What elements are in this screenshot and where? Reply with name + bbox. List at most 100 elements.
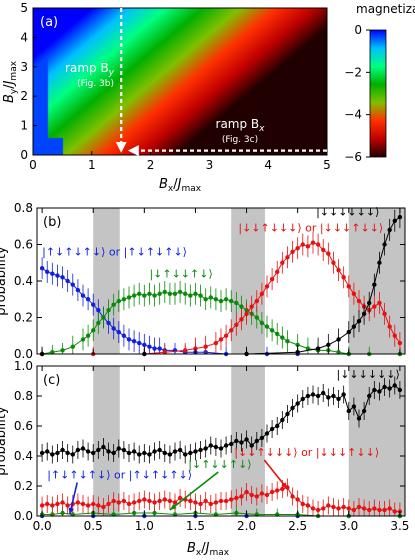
heatmap-xlabel: Bx/Jmax <box>159 177 202 194</box>
heatmap-xtick-label: 3 <box>206 158 214 172</box>
panel-c-point-red <box>50 503 55 508</box>
panel-b-point-green <box>177 289 183 295</box>
panel-b-point-blue <box>55 273 60 278</box>
panel-b-point-blue <box>85 297 91 302</box>
panel-b-point-red <box>223 333 229 338</box>
panel-b-point-black <box>336 337 341 342</box>
panel-b-point-blue <box>50 271 55 276</box>
panel-c-point-green <box>131 510 137 516</box>
panel-c-point-red <box>116 500 121 505</box>
panel-c-point-black <box>126 450 132 456</box>
panel-b-point-red <box>346 284 351 289</box>
panel-b-series-black <box>42 216 401 355</box>
panel-c-point-red <box>356 504 362 510</box>
panel-c-point-red <box>326 503 331 508</box>
panel-c-point-red <box>193 500 198 505</box>
panel-c-ylabel: probability <box>0 406 9 476</box>
panel-c-point-black <box>239 440 244 445</box>
panel-b-point-blue <box>91 302 96 307</box>
panel-b-point-green <box>85 333 91 338</box>
panel-a: (a) 0 1 2 3 4 5 0 1 2 3 4 5 ramp By(Fig. 3b) ramp Bx… <box>2 1 415 194</box>
panel-c-point-red <box>264 492 270 498</box>
panel-c-point-red <box>172 500 178 505</box>
panel-b-point-green <box>80 337 86 342</box>
panel-b-point-green <box>239 304 244 309</box>
panel-b-point-green <box>147 291 152 296</box>
panel-b-point-red <box>275 269 280 275</box>
panel-c-point-red <box>142 497 147 502</box>
panel-b-point-green <box>101 315 106 320</box>
panel-c-point-black <box>121 447 127 453</box>
panel-c-point-black <box>382 384 387 390</box>
panel-b-point-blue <box>70 282 75 287</box>
panel-c-point-black <box>188 450 193 456</box>
panel-b-shaded-region <box>231 208 265 354</box>
panel-c-point-red <box>162 497 167 502</box>
panel-b-point-black <box>356 318 362 324</box>
label-b-red: |↓↓↑↓↓↓⟩ or |↓↓↓↑↓↓⟩ <box>238 222 383 235</box>
panel-b-point-green <box>223 297 229 302</box>
panel-c-point-black <box>80 446 86 451</box>
panel-b-point-green <box>70 344 75 349</box>
panel-c-xtick-label: 1.0 <box>135 519 154 533</box>
panel-c-point-red <box>75 500 81 505</box>
panel-c-point-black <box>60 447 65 453</box>
panel-c-point-black <box>367 393 372 399</box>
panel-c-point-black <box>305 393 311 399</box>
panel-c-point-black <box>397 387 403 393</box>
heatmap-xtick-label: 1 <box>88 158 96 172</box>
panel-c-point-red <box>392 509 397 514</box>
panel-c-point-black <box>142 450 147 456</box>
panel-b-point-red <box>229 328 234 333</box>
panel-c-point-black <box>193 449 198 454</box>
panel-b-point-black <box>382 242 387 247</box>
panel-b-point-green <box>305 346 311 351</box>
panel-c-point-black <box>336 396 341 402</box>
panel-c-shaded-region <box>348 366 405 516</box>
panel-c-point-black <box>85 449 91 454</box>
colorbar-tick-label: 0 <box>354 23 362 37</box>
panel-c-point-red <box>351 507 357 513</box>
panel-c-point-red <box>341 504 346 510</box>
panel-b-ytick-label: 0.4 <box>14 274 33 288</box>
panel-c-point-black <box>65 450 70 456</box>
panel-b-point-blue <box>60 275 65 280</box>
panel-c-point-black <box>198 447 203 453</box>
panel-b: 0.0 0.2 0.4 0.6 0.8 probability (b) |↑↓↑↓↑↓⟩ or… <box>0 201 406 361</box>
panel-c-point-red <box>126 501 132 507</box>
panel-b-point-green <box>126 295 132 300</box>
panel-c-point-red <box>295 497 300 502</box>
panel-b-ytick-label: 0.6 <box>14 238 33 252</box>
panel-b-point-green <box>234 300 239 306</box>
panel-c-xtick-label: 2.0 <box>237 519 256 533</box>
ramp-bx-note: (Fig. 3c) <box>222 135 258 145</box>
panel-b-point-green <box>162 289 167 295</box>
panel-c-point-red <box>45 501 50 507</box>
panel-c-point-red <box>387 506 392 511</box>
panel-b-point-red <box>234 322 239 327</box>
panel-c-point-black <box>310 392 316 397</box>
panel-c-point-black <box>131 449 137 454</box>
panel-b-point-red <box>193 346 198 351</box>
heatmap-xtick-label: 0 <box>29 158 37 172</box>
panel-c-point-black <box>45 449 50 454</box>
panel-c-point-black <box>106 449 111 454</box>
panel-b-point-red <box>315 242 321 247</box>
panel-c-ytick-label: 0.4 <box>14 449 33 463</box>
panel-c-point-black <box>203 446 208 451</box>
panel-c-point-black <box>372 387 377 393</box>
colorbar <box>369 29 387 158</box>
panel-b-point-red <box>392 333 397 338</box>
panel-b-point-green <box>269 328 275 333</box>
panel-b-point-red <box>356 298 362 304</box>
panel-c-shaded-region <box>93 366 120 516</box>
heatmap-image <box>33 8 327 155</box>
label-b-black: |↓↓↓↓↓↓⟩ <box>316 205 379 218</box>
panel-c-point-black <box>96 447 101 453</box>
panel-c-point-black <box>285 411 290 417</box>
panel-b-point-green <box>203 297 208 302</box>
panel-b-point-green <box>116 298 121 304</box>
label-c-blue: |↑↓↑↓↑↓⟩ or |↑↓↑↓↑↓⟩ <box>47 469 192 482</box>
panel-b-point-black <box>346 329 351 335</box>
